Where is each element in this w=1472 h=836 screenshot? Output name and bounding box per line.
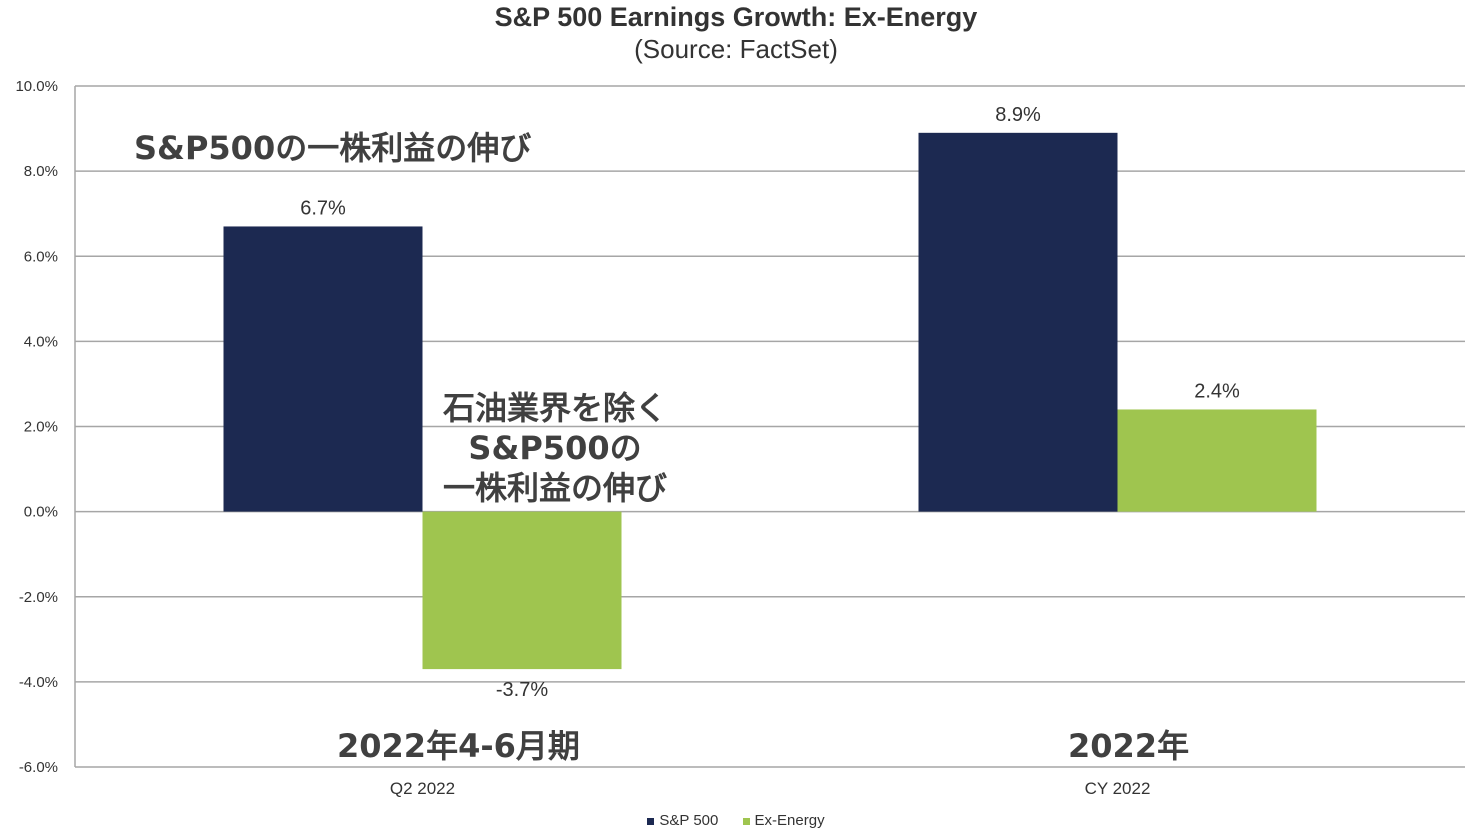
x-tick-label: CY 2022 bbox=[1085, 779, 1151, 798]
y-tick-label: -4.0% bbox=[19, 674, 58, 691]
chart-title: S&P 500 Earnings Growth: Ex-Energy bbox=[494, 2, 978, 32]
annotation-cy-jp: 2022年 bbox=[1068, 727, 1190, 765]
bar-sp500 bbox=[223, 226, 423, 512]
bar-ex-energy bbox=[422, 511, 622, 670]
legend-swatch-ex-energy bbox=[742, 817, 750, 825]
data-label: 8.9% bbox=[995, 104, 1041, 126]
bar-sp500 bbox=[918, 132, 1118, 512]
legend-swatch-sp500 bbox=[647, 817, 655, 825]
annotation-sp500: S&P500の一株利益の伸び bbox=[134, 129, 532, 167]
legend: S&P 500 Ex-Energy bbox=[0, 812, 1472, 829]
chart-subtitle: (Source: FactSet) bbox=[634, 34, 838, 64]
annotation-ex-energy-line-2: S&P500の bbox=[468, 429, 642, 467]
legend-item-ex-energy: Ex-Energy bbox=[742, 812, 825, 829]
y-tick-label: -6.0% bbox=[19, 759, 58, 776]
y-tick-label: 10.0% bbox=[15, 78, 58, 95]
annotation-ex-energy: 石油業界を除く S&P500の 一株利益の伸び bbox=[410, 388, 700, 508]
annotation-ex-energy-line-3: 一株利益の伸び bbox=[442, 469, 667, 507]
y-tick-label: 4.0% bbox=[24, 333, 58, 350]
annotation-ex-energy-line-1: 石油業界を除く bbox=[442, 389, 667, 427]
bar-ex-energy bbox=[1117, 409, 1317, 512]
y-tick-label: 6.0% bbox=[24, 248, 58, 265]
legend-item-sp500: S&P 500 bbox=[647, 812, 718, 829]
legend-label-ex-energy: Ex-Energy bbox=[754, 812, 825, 829]
annotation-q2-jp: 2022年4-6月期 bbox=[337, 727, 580, 765]
data-label: 2.4% bbox=[1194, 380, 1240, 402]
data-label: 6.7% bbox=[300, 197, 346, 219]
y-tick-label: -2.0% bbox=[19, 589, 58, 606]
legend-label-sp500: S&P 500 bbox=[659, 812, 719, 829]
y-tick-label: 0.0% bbox=[24, 504, 58, 521]
y-tick-label: 2.0% bbox=[24, 419, 58, 436]
data-label: -3.7% bbox=[496, 679, 548, 701]
y-tick-label: 8.0% bbox=[24, 163, 58, 180]
x-tick-label: Q2 2022 bbox=[390, 779, 455, 798]
